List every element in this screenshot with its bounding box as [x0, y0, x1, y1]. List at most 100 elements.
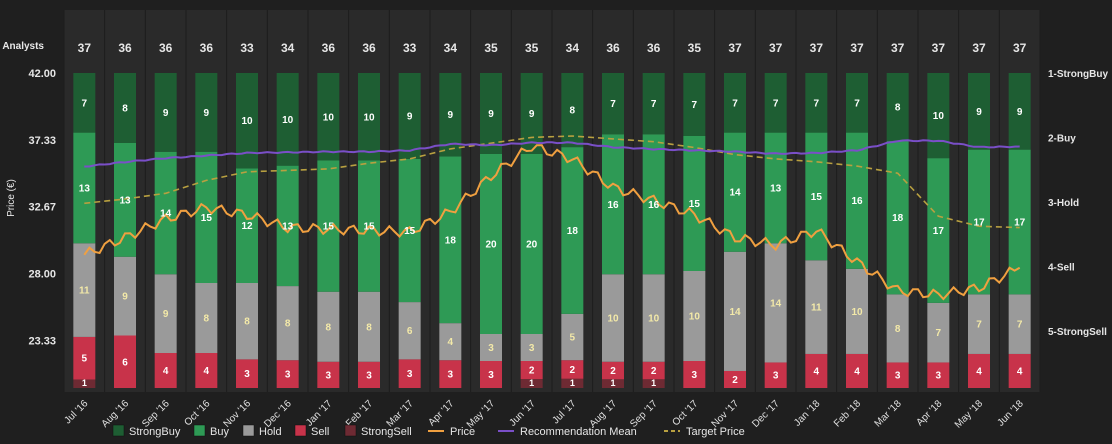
bar-value-label: 7 — [692, 100, 698, 111]
bar-value-label: 16 — [648, 200, 660, 211]
bar-sell-segment — [480, 361, 502, 388]
bar-value-label: 3 — [285, 370, 291, 381]
legend-label: Buy — [210, 426, 229, 438]
bar-value-label: 17 — [973, 217, 985, 228]
analyst-count-label: 37 — [972, 41, 986, 55]
bar-hold-segment — [236, 283, 258, 360]
analyst-count-label: 36 — [606, 41, 620, 55]
bar-sell-segment — [846, 353, 868, 388]
analyst-count-label: 37 — [1013, 41, 1027, 55]
bar-value-label: 2 — [570, 365, 576, 376]
bar-buy-segment — [846, 132, 868, 269]
bar-value-label: 9 — [407, 111, 413, 122]
bar-hold-segment — [439, 323, 462, 361]
bar-value-label: 4 — [814, 366, 820, 377]
bar-buy-segment — [561, 147, 584, 314]
bar-hold-segment — [358, 291, 380, 362]
bar-value-label: 7 — [610, 99, 616, 110]
bar-value-label: 17 — [933, 226, 945, 237]
bar-value-label: 3 — [529, 343, 535, 354]
legend-label: Target Price — [686, 426, 745, 438]
bar-strongsell-segment — [73, 379, 96, 388]
legend-label: Recommendation Mean — [520, 426, 637, 438]
bar-value-label: 13 — [282, 221, 294, 232]
bar-value-label: 1 — [82, 378, 87, 388]
bar-value-label: 18 — [567, 226, 579, 237]
bar-strongbuy-segment — [236, 73, 258, 169]
bar-buy-segment — [480, 154, 502, 334]
bar-value-label: 4 — [448, 337, 454, 348]
bar-strongbuy-segment — [927, 73, 950, 159]
bar-value-label: 7 — [82, 98, 88, 109]
bar-hold-segment — [764, 243, 787, 363]
bar-value-label: 7 — [732, 98, 738, 109]
bar-buy-segment — [398, 158, 421, 303]
bar-sell-segment — [154, 353, 177, 388]
analyst-count-label: 37 — [769, 41, 783, 55]
recommendation-mean-line — [84, 139, 1020, 168]
bar-value-label: 1 — [651, 378, 656, 388]
bar-hold-segment — [154, 274, 177, 353]
bar-hold-segment — [1008, 294, 1031, 354]
bar-sell-segment — [724, 370, 746, 388]
bar-strongsell-segment — [561, 378, 584, 388]
bar-value-label: 3 — [407, 369, 413, 380]
bar-value-label: 7 — [814, 98, 820, 109]
bar-sell-segment — [602, 361, 624, 380]
bar-sell-segment — [236, 359, 258, 388]
bar-value-label: 8 — [285, 319, 291, 330]
bar-value-label: 15 — [363, 222, 375, 233]
bar-hold-segment — [398, 302, 421, 360]
bar-strongsell-segment — [642, 379, 665, 388]
bar-value-label: 3 — [895, 371, 901, 382]
bar-buy-segment — [602, 134, 624, 275]
analyst-count-label: 36 — [647, 41, 661, 55]
analyst-count-label: 35 — [688, 41, 702, 55]
bar-sell-segment — [195, 353, 218, 388]
bar-value-label: 2 — [610, 366, 616, 377]
bar-strongbuy-segment — [520, 73, 543, 154]
bar-value-label: 8 — [570, 106, 576, 117]
bar-value-label: 13 — [119, 195, 131, 206]
analyst-count-label: 37 — [850, 41, 864, 55]
bar-value-label: 3 — [488, 370, 494, 381]
bar-sell-segment — [1008, 353, 1031, 388]
bar-hold-segment — [968, 294, 990, 354]
bar-value-label: 10 — [689, 312, 701, 323]
bar-strongbuy-segment — [886, 73, 909, 142]
bar-buy-segment — [114, 143, 136, 257]
bar-value-label: 3 — [692, 370, 698, 381]
analyst-count-label: 37 — [728, 41, 742, 55]
y-tick-label: 28.00 — [28, 268, 56, 280]
bar-value-label: 8 — [366, 322, 372, 333]
bar-value-label: 4 — [1017, 366, 1023, 377]
bar-value-label: 10 — [648, 314, 660, 325]
bar-hold-segment — [602, 274, 624, 362]
bar-sell-segment — [968, 353, 990, 388]
bar-value-label: 20 — [485, 240, 497, 251]
bar-hold-segment — [520, 334, 543, 361]
bar-sell-segment — [398, 359, 421, 388]
bar-strongbuy-segment — [398, 73, 421, 159]
bar-sell-segment — [927, 362, 950, 388]
analyst-count-label: 33 — [403, 41, 417, 55]
bar-value-label: 3 — [244, 369, 250, 380]
bar-value-label: 10 — [851, 307, 863, 318]
bar-buy-segment — [764, 132, 787, 244]
bar-hold-segment — [276, 286, 299, 361]
legend-label: Hold — [259, 426, 282, 438]
bar-strongsell-segment — [520, 379, 543, 388]
bar-value-label: 16 — [851, 196, 863, 207]
bar-hold-segment — [846, 268, 868, 354]
analyst-count-label: 34 — [444, 41, 458, 55]
bar-value-label: 10 — [323, 112, 335, 123]
bar-value-label: 7 — [651, 99, 657, 110]
target-price-line — [84, 135, 1020, 229]
bar-value-label: 15 — [323, 222, 335, 233]
bar-strongbuy-segment — [1008, 73, 1031, 150]
bar-value-label: 4 — [976, 366, 982, 377]
bar-value-label: 9 — [976, 107, 982, 118]
bar-sell-segment — [805, 353, 828, 388]
y-tick-label: 32.67 — [28, 202, 56, 214]
